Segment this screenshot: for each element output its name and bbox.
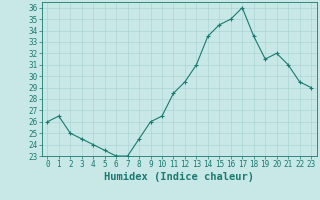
X-axis label: Humidex (Indice chaleur): Humidex (Indice chaleur) (104, 172, 254, 182)
